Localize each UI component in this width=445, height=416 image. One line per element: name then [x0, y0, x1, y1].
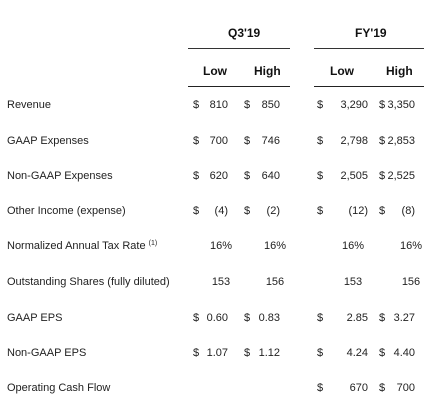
currency-symbol: $ [317, 170, 324, 182]
cell-value: 4.40 [393, 347, 415, 359]
q3-high-header: High [254, 64, 281, 78]
footnote-marker: (1) [148, 240, 158, 247]
cell-value: 850 [261, 99, 280, 111]
cell-value: 16% [399, 240, 423, 252]
row-label-text: Outstanding Shares (fully diluted) [7, 276, 170, 288]
currency-symbol: $ [317, 347, 324, 359]
currency-symbol: $ [244, 205, 251, 217]
table-row: GAAP EPS $0.60 $0.83 $2.85 $3.27 [0, 312, 445, 332]
cell-value: 3,350 [387, 99, 415, 111]
cell-value: 700 [209, 135, 228, 147]
cell-value: 16% [341, 240, 365, 252]
cell-value: 156 [401, 276, 421, 288]
cell-value: 2,798 [340, 135, 368, 147]
cell-value: 1.07 [206, 347, 228, 359]
row-label: Non-GAAP Expenses [7, 170, 113, 182]
cell-value: 2.85 [346, 312, 368, 324]
fy-high-header: High [386, 64, 413, 78]
currency-symbol: $ [193, 99, 200, 111]
cell-value: 810 [209, 99, 228, 111]
cell-value: 2,525 [387, 170, 415, 182]
table-row: Non-GAAP EPS $1.07 $1.12 $4.24 $4.40 [0, 347, 445, 367]
row-label: Revenue [7, 99, 51, 111]
cell-value: (4) [214, 205, 228, 217]
currency-symbol: $ [244, 99, 251, 111]
row-label: Normalized Annual Tax Rate (1) [7, 240, 157, 252]
row-label-text: Other Income (expense) [7, 205, 126, 217]
currency-symbol: $ [379, 135, 386, 147]
currency-symbol: $ [193, 170, 200, 182]
currency-symbol: $ [379, 347, 386, 359]
cell-value: 16% [263, 240, 287, 252]
fy-low-header: Low [330, 64, 354, 78]
table-row: Normalized Annual Tax Rate (1) 16% 16% 16% 1… [0, 240, 445, 260]
cell-value: 670 [349, 382, 368, 394]
table-row: GAAP Expenses $700 $746 $2,798 $2,853 [0, 135, 445, 155]
row-label: Outstanding Shares (fully diluted) [7, 276, 170, 288]
currency-symbol: $ [317, 382, 324, 394]
currency-symbol: $ [317, 312, 324, 324]
currency-symbol: $ [244, 312, 251, 324]
table-row: Revenue $810 $850 $3,290 $3,350 [0, 99, 445, 119]
cell-value: 3,290 [340, 99, 368, 111]
currency-symbol: $ [244, 170, 251, 182]
cell-value: 0.60 [206, 312, 228, 324]
currency-symbol: $ [379, 205, 386, 217]
currency-symbol: $ [244, 347, 251, 359]
row-label: GAAP EPS [7, 312, 62, 324]
currency-symbol: $ [379, 382, 386, 394]
cell-value: 153 [343, 276, 363, 288]
cell-value: 746 [261, 135, 280, 147]
cell-value: 620 [209, 170, 228, 182]
currency-symbol: $ [379, 312, 386, 324]
q3-header-rule [188, 86, 290, 87]
row-label: Other Income (expense) [7, 205, 126, 217]
cell-value: 1.12 [258, 347, 280, 359]
currency-symbol: $ [379, 99, 386, 111]
currency-symbol: $ [379, 170, 386, 182]
cell-value: (2) [266, 205, 280, 217]
cell-value: 0.83 [258, 312, 280, 324]
row-label-text: GAAP Expenses [7, 135, 89, 147]
currency-symbol: $ [193, 347, 200, 359]
cell-value: 4.24 [346, 347, 368, 359]
cell-value: 640 [261, 170, 280, 182]
cell-value: 16% [209, 240, 233, 252]
row-label-text: GAAP EPS [7, 312, 63, 324]
row-label-text: Operating Cash Flow [7, 382, 111, 394]
currency-symbol: $ [193, 205, 200, 217]
cell-value: (12) [348, 205, 368, 217]
row-label: GAAP Expenses [7, 135, 89, 147]
row-label-text: Non-GAAP EPS [7, 347, 87, 359]
row-label: Non-GAAP EPS [7, 347, 86, 359]
cell-value: 2,853 [387, 135, 415, 147]
cell-value: 3.27 [393, 312, 415, 324]
cell-value: 2,505 [340, 170, 368, 182]
cell-value: 156 [265, 276, 285, 288]
currency-symbol: $ [317, 135, 324, 147]
table-row: Other Income (expense) $ (4) $ (2) $ (12) $ (8) [0, 205, 445, 225]
table-row: Operating Cash Flow $670 $700 [0, 382, 445, 402]
table-row: Non-GAAP Expenses $620 $640 $2,505 $2,525 [0, 170, 445, 190]
currency-symbol: $ [317, 99, 324, 111]
cell-value: 153 [211, 276, 231, 288]
q3-low-header: Low [203, 64, 227, 78]
row-label-text: Normalized Annual Tax Rate [7, 240, 149, 252]
currency-symbol: $ [193, 135, 200, 147]
cell-value: 700 [396, 382, 415, 394]
q3-column-group-title: Q3'19 [228, 26, 261, 40]
currency-symbol: $ [317, 205, 324, 217]
currency-symbol: $ [244, 135, 251, 147]
row-label-text: Non-GAAP Expenses [7, 170, 113, 182]
q3-group-rule [188, 48, 290, 49]
fy-header-rule [314, 86, 424, 87]
fy-group-rule [314, 48, 424, 49]
row-label: Operating Cash Flow [7, 382, 110, 394]
table-row: Outstanding Shares (fully diluted) 153 156… [0, 276, 445, 296]
currency-symbol: $ [193, 312, 200, 324]
row-label-text: Revenue [7, 99, 52, 111]
fy-column-group-title: FY'19 [355, 26, 387, 40]
cell-value: (8) [401, 205, 415, 217]
